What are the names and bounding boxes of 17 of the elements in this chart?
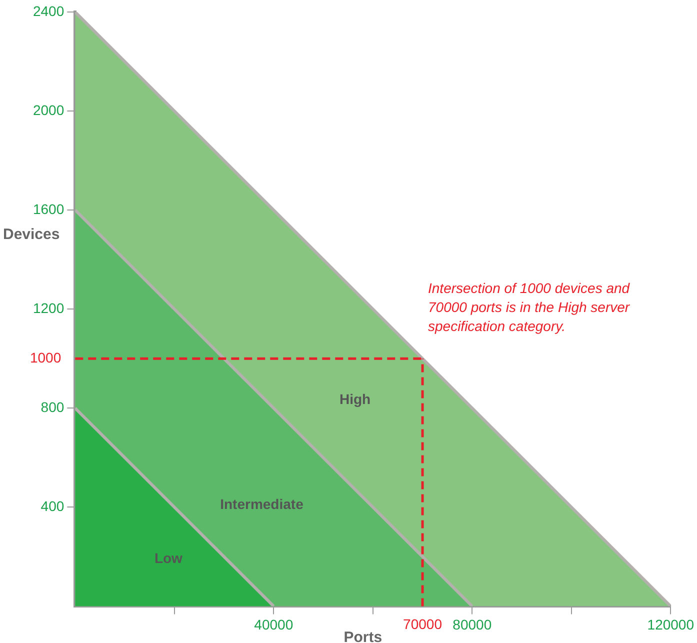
- y-tick-label: 400: [40, 498, 64, 514]
- x-tick-label: 40000: [254, 616, 294, 632]
- series-label: Low: [154, 550, 183, 566]
- x-tick-label: 80000: [452, 616, 492, 632]
- annotation: Intersection of 1000 devices and 70000 ports is in the High server specification category.: [428, 280, 631, 334]
- y-tick-label: 1600: [32, 200, 64, 217]
- y-tick-label: 800: [40, 398, 64, 415]
- series-label: High: [339, 391, 371, 408]
- y-tick-label: 2000: [32, 102, 64, 118]
- x-axis-title: Ports: [344, 628, 382, 643]
- y-axis-title: Devices: [3, 226, 60, 243]
- ref-line-label: 1000: [30, 349, 62, 366]
- y-tick-label: 1200: [32, 300, 64, 316]
- y-tick-label: 2400: [32, 2, 64, 19]
- series-label: Intermediate: [220, 496, 304, 512]
- ref-line-label: 70000: [403, 616, 442, 632]
- x-tick-label: 120000: [647, 616, 694, 632]
